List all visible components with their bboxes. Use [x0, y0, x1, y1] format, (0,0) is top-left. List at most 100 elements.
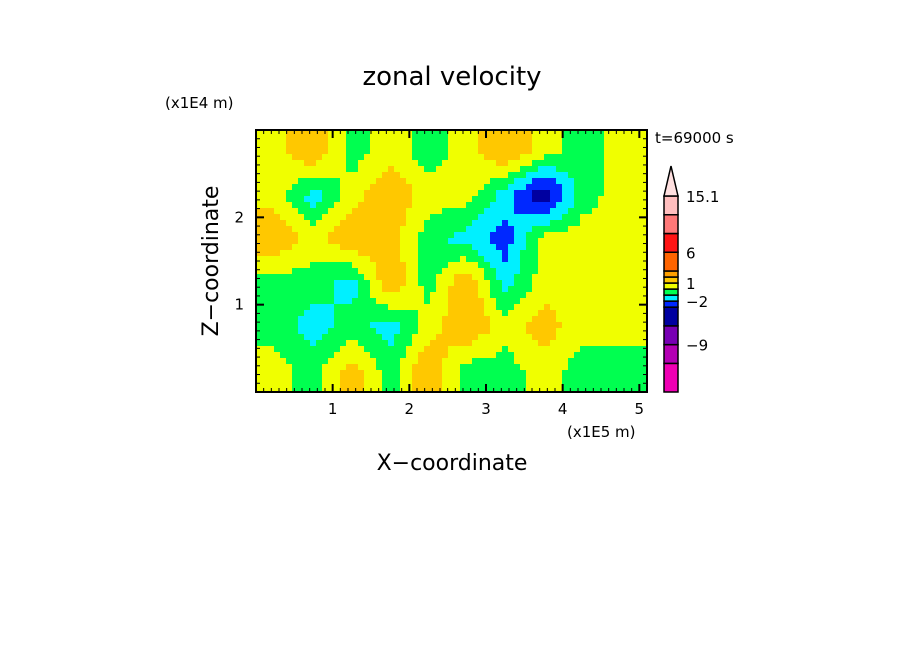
field-cell: [580, 142, 587, 149]
field-cell: [628, 298, 635, 305]
field-cell: [334, 190, 341, 197]
field-cell: [376, 364, 383, 371]
field-cell: [316, 196, 323, 203]
field-cell: [520, 370, 527, 377]
field-cell: [292, 334, 299, 341]
field-cell: [460, 340, 467, 347]
field-cell: [280, 172, 287, 179]
field-cell: [622, 262, 629, 269]
field-cell: [496, 220, 503, 227]
field-cell: [496, 136, 503, 143]
field-cell: [268, 298, 275, 305]
field-cell: [352, 280, 359, 287]
field-cell: [358, 256, 365, 263]
field-cell: [628, 328, 635, 335]
field-cell: [370, 202, 377, 209]
field-cell: [472, 130, 479, 137]
field-cell: [550, 346, 557, 353]
field-cell: [304, 376, 311, 383]
field-cell: [406, 262, 413, 269]
field-cell: [490, 196, 497, 203]
field-cell: [574, 226, 581, 233]
field-cell: [436, 346, 443, 353]
field-cell: [484, 130, 491, 137]
field-cell: [598, 262, 605, 269]
field-cell: [268, 370, 275, 377]
field-cell: [406, 352, 413, 359]
field-cell: [622, 244, 629, 251]
field-cell: [412, 232, 419, 239]
field-cell: [322, 208, 329, 215]
field-cell: [280, 250, 287, 257]
field-cell: [574, 196, 581, 203]
field-cell: [430, 190, 437, 197]
field-cell: [268, 196, 275, 203]
field-cell: [514, 232, 521, 239]
field-cell: [400, 286, 407, 293]
field-cell: [298, 190, 305, 197]
field-cell: [460, 328, 467, 335]
field-cell: [586, 136, 593, 143]
field-cell: [262, 160, 269, 167]
field-cell: [412, 274, 419, 281]
field-cell: [256, 238, 263, 245]
field-cell: [292, 376, 299, 383]
field-cell: [490, 220, 497, 227]
field-cell: [622, 166, 629, 173]
field-cell: [568, 190, 575, 197]
field-cell: [508, 202, 515, 209]
field-cell: [640, 166, 647, 173]
field-cell: [592, 244, 599, 251]
field-cell: [310, 184, 317, 191]
field-cell: [478, 262, 485, 269]
field-cell: [520, 208, 527, 215]
field-cell: [634, 160, 641, 167]
field-cell: [466, 358, 473, 365]
field-cell: [292, 178, 299, 185]
field-cell: [634, 352, 641, 359]
field-cell: [478, 136, 485, 143]
field-cell: [460, 154, 467, 161]
field-cell: [448, 220, 455, 227]
field-cell: [586, 250, 593, 257]
field-cell: [640, 304, 647, 311]
field-cell: [598, 190, 605, 197]
field-cell: [574, 250, 581, 257]
field-cell: [598, 310, 605, 317]
field-cell: [298, 274, 305, 281]
field-cell: [610, 316, 617, 323]
field-cell: [550, 214, 557, 221]
field-cell: [436, 280, 443, 287]
field-cell: [538, 322, 545, 329]
field-cell: [382, 298, 389, 305]
field-cell: [436, 322, 443, 329]
field-cell: [610, 340, 617, 347]
field-cell: [532, 172, 539, 179]
field-cell: [640, 262, 647, 269]
field-cell: [478, 160, 485, 167]
field-cell: [304, 358, 311, 365]
field-cell: [418, 166, 425, 173]
field-cell: [616, 136, 623, 143]
field-cell: [430, 208, 437, 215]
field-cell: [280, 202, 287, 209]
field-cell: [298, 226, 305, 233]
field-cell: [286, 280, 293, 287]
field-cell: [340, 280, 347, 287]
field-cell: [358, 340, 365, 347]
field-cell: [322, 292, 329, 299]
field-cell: [280, 334, 287, 341]
field-cell: [418, 352, 425, 359]
field-cell: [280, 166, 287, 173]
field-cell: [346, 256, 353, 263]
field-cell: [406, 256, 413, 263]
field-cell: [598, 376, 605, 383]
field-cell: [256, 262, 263, 269]
field-cell: [340, 214, 347, 221]
field-cell: [472, 160, 479, 167]
field-cell: [340, 166, 347, 173]
field-cell: [532, 280, 539, 287]
field-cell: [370, 196, 377, 203]
field-cell: [328, 244, 335, 251]
field-cell: [634, 214, 641, 221]
